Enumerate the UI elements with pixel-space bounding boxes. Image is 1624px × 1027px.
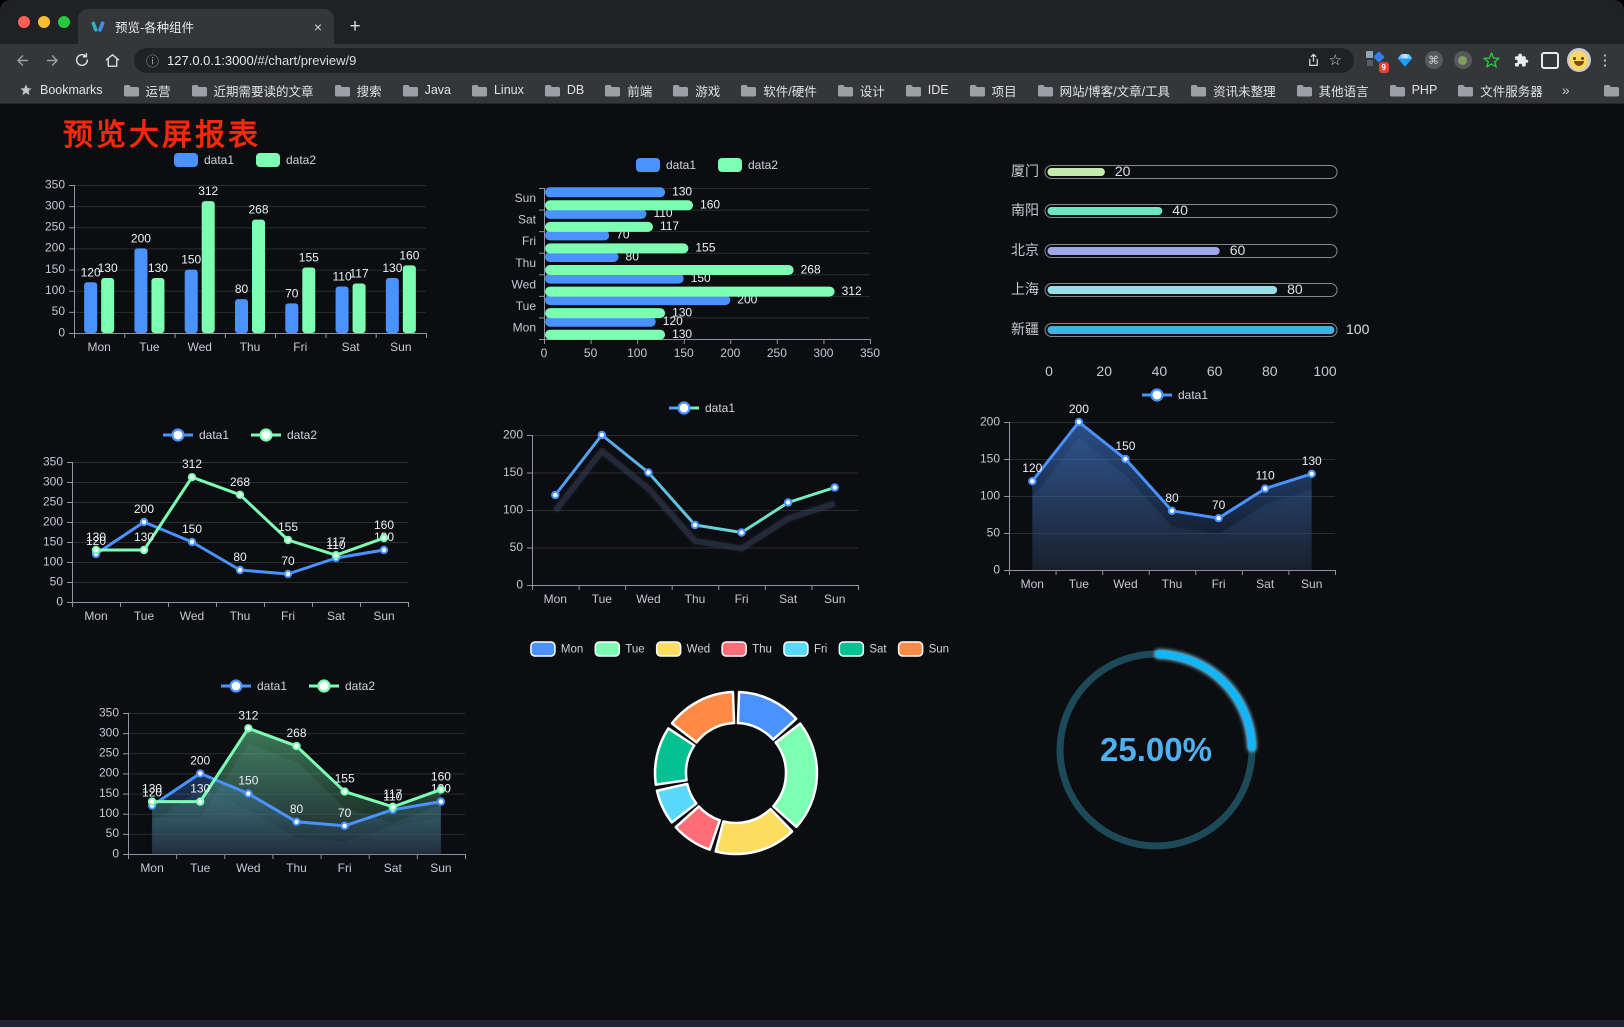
folder-icon — [605, 84, 621, 96]
close-window-button[interactable] — [18, 16, 30, 28]
extension-badge: 9 — [1378, 62, 1389, 73]
bookmark-item[interactable]: 搜索 — [325, 78, 391, 103]
folder-icon — [1191, 84, 1207, 96]
extensions-puzzle-icon[interactable] — [1507, 47, 1534, 73]
folder-icon — [673, 84, 689, 96]
emoji-face-icon — [1569, 50, 1588, 70]
folder-icon — [1458, 84, 1474, 96]
bookmark-item[interactable]: 近期需要读的文章 — [182, 78, 323, 103]
bookmarks-bar: Bookmarks 运营 近期需要读的文章 搜索 Java Linux DB 前端 游戏 软件/… — [0, 76, 1624, 104]
page-info-icon[interactable]: ⓘ — [146, 53, 160, 69]
bookmark-item[interactable]: 资讯未整理 — [1181, 78, 1285, 103]
share-icon[interactable] — [1306, 52, 1321, 68]
browser-menu-icon[interactable]: ⋮ — [1597, 52, 1613, 69]
bookmark-item[interactable]: PHP — [1380, 80, 1447, 100]
bookmark-item[interactable]: 软件/硬件 — [731, 78, 825, 103]
window-controls — [18, 16, 70, 28]
chart-line-gradient[interactable] — [492, 392, 912, 612]
folder-icon — [123, 84, 139, 96]
chart-area-two-series[interactable] — [88, 665, 508, 891]
bookmark-item[interactable]: 前端 — [595, 78, 661, 103]
folder-icon — [402, 84, 418, 96]
page-content: 预览大屏报表 — [0, 104, 1624, 1027]
bookmarks-overflow-icon[interactable]: » — [1561, 82, 1570, 98]
bookmark-item[interactable]: Linux — [462, 80, 533, 100]
browser-toolbar: ⓘ 127.0.0.1:3000/#/chart/preview/9 ☆ 9 ⌘ — [0, 44, 1624, 76]
reload-icon[interactable] — [68, 47, 96, 73]
home-icon[interactable] — [98, 47, 126, 73]
new-tab-button[interactable]: + — [349, 16, 361, 37]
bookmark-star-icon[interactable]: ☆ — [1328, 52, 1342, 69]
bookmark-item[interactable]: 文件服务器 — [1448, 78, 1552, 103]
folder-icon — [334, 84, 350, 96]
extension-command-icon[interactable]: ⌘ — [1420, 47, 1447, 73]
bookmark-item[interactable]: Java — [393, 80, 460, 100]
chart-line-two-series[interactable] — [30, 420, 450, 642]
browser-tab[interactable]: 预览-各种组件 × — [78, 9, 334, 44]
chart-donut-pie[interactable] — [530, 630, 950, 876]
profile-avatar[interactable] — [1565, 47, 1592, 73]
side-panel-icon[interactable] — [1536, 47, 1563, 73]
chart-bar-horizontal[interactable] — [492, 150, 922, 368]
bookmark-item[interactable]: 其他语言 — [1287, 78, 1378, 103]
folder-icon — [191, 84, 207, 96]
forward-icon[interactable] — [38, 47, 66, 73]
chart-progress-bars[interactable] — [965, 145, 1385, 390]
url-path: /#/chart/preview/9 — [253, 52, 357, 68]
chart-area-single[interactable] — [965, 380, 1385, 598]
chart-bar-vertical[interactable] — [30, 145, 460, 367]
address-bar[interactable]: ⓘ 127.0.0.1:3000/#/chart/preview/9 ☆ — [134, 47, 1354, 73]
star-icon — [20, 84, 32, 96]
bookmarks-root[interactable]: Bookmarks — [10, 80, 112, 100]
folder-icon — [1389, 84, 1405, 96]
folder-icon — [741, 84, 757, 96]
folder-icon — [471, 84, 487, 96]
chart-gauge-progress[interactable] — [1035, 640, 1285, 862]
minimize-window-button[interactable] — [38, 16, 50, 28]
url-text: 127.0.0.1:3000/#/chart/preview/9 — [167, 53, 356, 68]
extension-gem-icon[interactable] — [1391, 47, 1418, 73]
bookmark-item[interactable]: DB — [535, 80, 593, 100]
bookmark-item[interactable]: 网站/博客/文章/工具 — [1028, 78, 1179, 103]
bookmark-item[interactable]: 设计 — [828, 78, 894, 103]
bookmark-item[interactable]: 项目 — [960, 78, 1026, 103]
folder-icon — [969, 84, 985, 96]
bookmark-item[interactable]: 游戏 — [663, 78, 729, 103]
tab-title: 预览-各种组件 — [115, 21, 195, 35]
bookmark-item[interactable]: 运营 — [114, 78, 180, 103]
folder-icon — [544, 84, 560, 96]
bookmark-item[interactable]: IDE — [896, 80, 958, 100]
url-host: 127.0.0.1:3000 — [167, 52, 254, 68]
folder-icon — [1037, 84, 1053, 96]
folder-icon — [837, 84, 853, 96]
footer-strip — [0, 1020, 1624, 1027]
extension-proxy-icon[interactable]: 9 — [1362, 47, 1389, 73]
other-bookmarks[interactable]: 其他书签 — [1594, 78, 1624, 103]
back-icon[interactable] — [8, 47, 36, 73]
extension-green-star-icon[interactable] — [1478, 47, 1505, 73]
extension-recorder-icon[interactable] — [1449, 47, 1476, 73]
tab-close-icon[interactable]: × — [313, 18, 322, 35]
fullscreen-window-button[interactable] — [58, 16, 70, 28]
folder-icon — [1296, 84, 1312, 96]
folder-icon — [905, 84, 921, 96]
folder-icon — [1603, 84, 1619, 96]
tab-strip: 预览-各种组件 × + — [0, 0, 1624, 44]
favicon-icon — [90, 19, 106, 35]
